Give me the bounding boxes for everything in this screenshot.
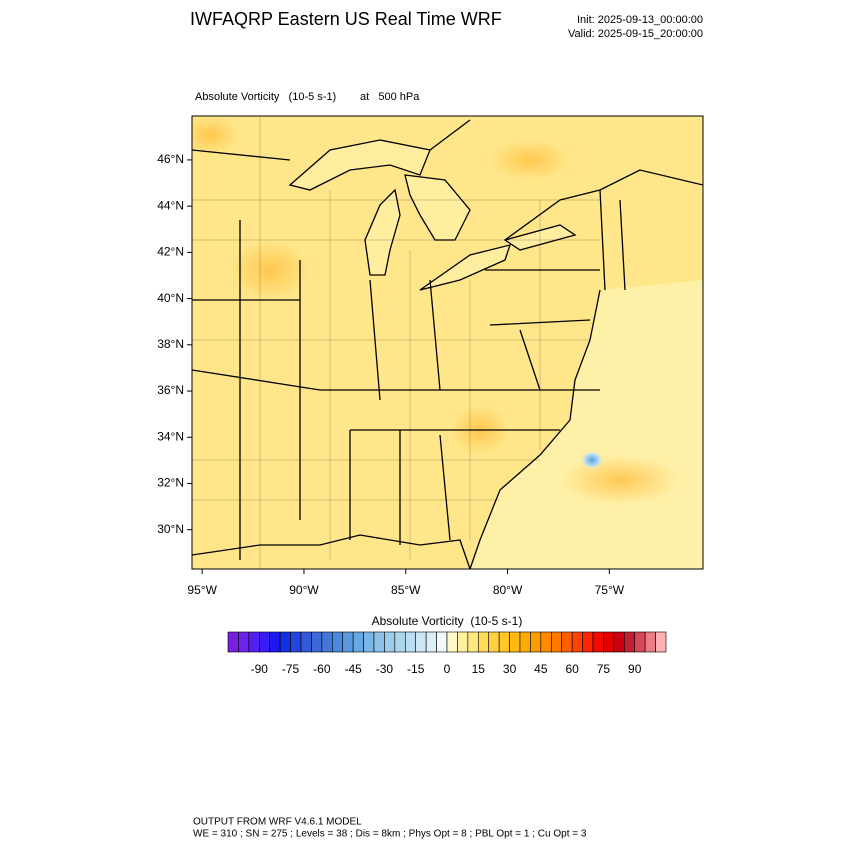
colorbar-box <box>227 631 239 653</box>
colorbar-box <box>248 631 260 653</box>
colorbar-box <box>550 631 563 653</box>
colorbar-tick-label: 90 <box>628 662 642 676</box>
lat-label: 36°N <box>157 383 184 397</box>
colorbar-box <box>446 631 458 653</box>
lat-label: 42°N <box>157 245 184 259</box>
colorbar-tick-label: 0 <box>444 662 451 676</box>
level-label: at 500 hPa <box>360 91 420 103</box>
colorbar-box <box>582 631 594 653</box>
colorbar-box <box>655 631 667 653</box>
colorbar-box <box>519 631 531 653</box>
colorbar-tick-label: -45 <box>344 662 362 676</box>
colorbar-box <box>623 631 636 653</box>
lakes <box>288 139 577 291</box>
colorbar-box <box>331 631 344 653</box>
colorbar-box <box>394 631 406 653</box>
colorbar-tick-label: -75 <box>282 662 300 676</box>
lat-label: 30°N <box>157 522 184 536</box>
colorbar-box <box>300 631 312 653</box>
colorbar-box <box>436 631 448 653</box>
colorbar-tick-label: -15 <box>407 662 425 676</box>
county-lines <box>192 116 600 569</box>
colorbar-box <box>425 631 437 653</box>
footer-line: OUTPUT FROM WRF V4.6.1 MODEL <box>193 817 362 828</box>
colorbar-box <box>561 631 573 653</box>
lat-label: 44°N <box>157 198 184 212</box>
blotch <box>580 450 604 470</box>
blotch <box>192 116 240 155</box>
colorbar-box <box>342 631 354 653</box>
blotch <box>230 240 310 300</box>
colorbar-box <box>592 631 604 653</box>
lat-label: 32°N <box>157 476 184 490</box>
map <box>192 116 703 569</box>
field-label: Absolute Vorticity (10-5 s-1) <box>195 91 336 103</box>
colorbar-title: Absolute Vorticity (10-5 s-1) <box>372 614 523 628</box>
colorbar-box <box>384 631 396 653</box>
colorbar-box <box>238 631 250 653</box>
colorbar-tick-label: 15 <box>472 662 486 676</box>
lon-label: 85°W <box>391 583 421 597</box>
colorbar-box <box>488 631 500 653</box>
valid-time: Valid: 2025-09-15_20:00:00 <box>568 28 703 40</box>
colorbar-tick-label: 45 <box>534 662 548 676</box>
colorbar-box <box>352 631 364 653</box>
colorbar-box <box>279 631 291 653</box>
colorbar-box <box>644 631 656 653</box>
blotch <box>490 140 570 180</box>
colorbar-box <box>269 631 281 653</box>
lon-label: 90°W <box>289 583 319 597</box>
lon-label: 80°W <box>493 583 523 597</box>
colorbar-box <box>530 631 542 653</box>
colorbar-box <box>415 631 427 653</box>
colorbar-box <box>634 631 646 653</box>
lat-label: 38°N <box>157 337 184 351</box>
footer-line: WE = 310 ; SN = 275 ; Levels = 38 ; Dis … <box>193 829 587 840</box>
colorbar-box <box>311 631 323 653</box>
colorbar-box <box>290 631 302 653</box>
colorbar-tick-label: -60 <box>313 662 331 676</box>
lat-label: 40°N <box>157 291 184 305</box>
colorbar-box <box>477 631 490 653</box>
lat-label: 46°N <box>157 152 184 166</box>
map-frame <box>191 115 704 570</box>
colorbar-box <box>509 631 521 653</box>
colorbar-box <box>467 631 479 653</box>
colorbar-tick-label: 75 <box>597 662 611 676</box>
lon-label: 95°W <box>187 583 217 597</box>
colorbar-box <box>571 631 583 653</box>
colorbar-box <box>363 631 375 653</box>
colorbar-tick-label: 30 <box>503 662 517 676</box>
colorbar-tick-label: -90 <box>251 662 269 676</box>
title: IWFAQRP Eastern US Real Time WRF <box>190 9 502 29</box>
lat-label: 34°N <box>157 429 184 443</box>
lon-label: 75°W <box>595 583 625 597</box>
colorbar-box <box>373 631 385 653</box>
colorbar-box <box>498 631 510 653</box>
colorbar-box <box>321 631 333 653</box>
colorbar-box <box>540 631 552 653</box>
colorbar-box <box>258 631 271 653</box>
colorbar-tick-label: 60 <box>565 662 579 676</box>
init-time: Init: 2025-09-13_00:00:00 <box>577 14 703 26</box>
blotch <box>560 455 680 505</box>
colorbar-box <box>404 631 417 653</box>
colorbar: -90 -75 -60 -45 -30 -15 0 15 30 45 60 75 90 <box>227 631 667 676</box>
colorbar-tick-label: -30 <box>376 662 394 676</box>
colorbar-box <box>613 631 625 653</box>
colorbar-box <box>457 631 469 653</box>
colorbar-box <box>603 631 615 653</box>
